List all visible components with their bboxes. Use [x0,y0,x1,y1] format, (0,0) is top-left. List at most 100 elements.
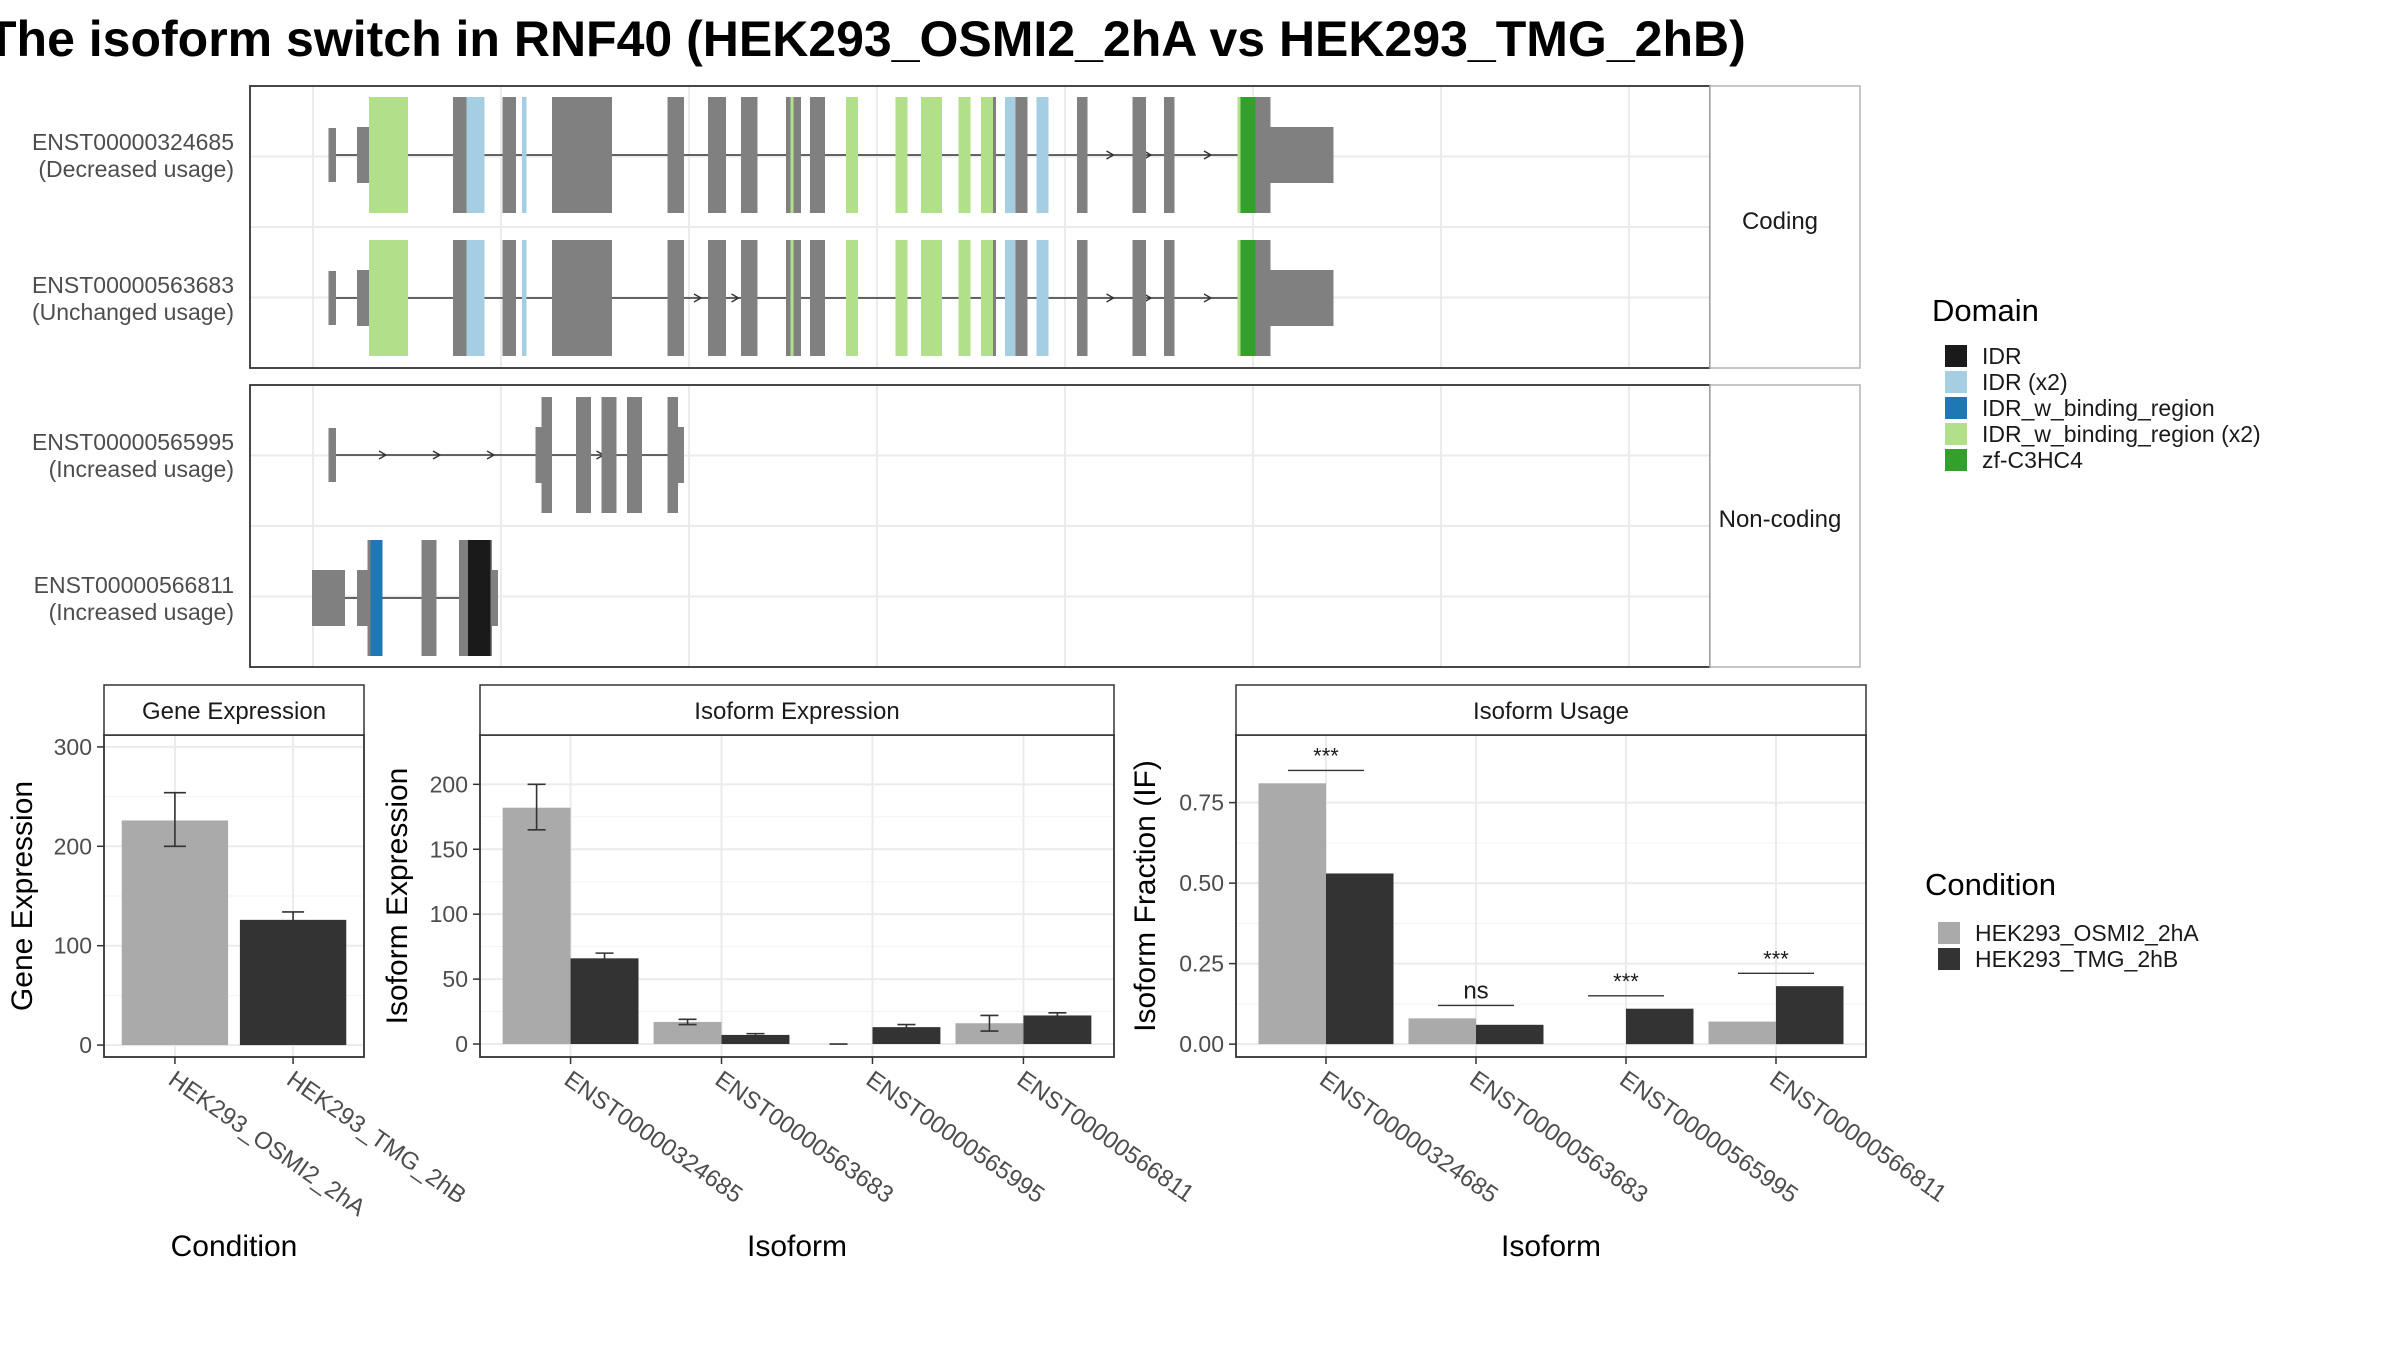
y-tick-label: 50 [442,966,468,992]
bar [955,1023,1024,1045]
domain-idr-x2- [522,97,527,213]
panel-strip [479,684,1115,736]
exon [667,397,678,513]
panel-strip [1235,684,1867,736]
exon [1270,127,1334,183]
exon [421,540,437,656]
domain-idr-w-binding-region-x2- [981,97,993,213]
exon [1132,97,1146,213]
domain-zf-c3hc4 [1240,97,1256,213]
strand-arrow [1203,293,1213,303]
transcript-status-label: (Decreased usage) [38,156,234,182]
domain-legend-label: IDR (x2) [1982,369,2068,395]
coding-strip [1709,85,1861,369]
exon [810,240,825,356]
y-tick-label: 100 [430,901,468,927]
domain-idr-x2- [1036,97,1049,213]
strand-arrow [1106,293,1115,303]
y-tick-label: 0 [79,1032,92,1058]
domain-legend-key [1945,423,1967,445]
exon [708,240,726,356]
domain-idr-w-binding-region-x2- [1237,97,1241,213]
strand-arrow [1143,150,1153,160]
exon [502,97,516,213]
noncoding-strip-label: Non-coding [1719,506,1842,533]
y-tick-label: 0.75 [1179,790,1224,816]
exon [552,240,612,356]
domain-idr-w-binding-region-x2- [790,97,794,213]
transcript-status-label: (Increased usage) [49,599,234,625]
bar [1326,873,1394,1045]
strand-arrow [693,293,703,303]
domain-idr-w-binding-region-x2- [1237,240,1241,356]
exon [328,428,336,482]
y-tick-label: 0 [455,1031,468,1057]
exon [810,97,825,213]
exon [357,127,369,183]
domain-idr-w-binding-region-x2- [790,240,794,356]
transcript-id-label: ENST00000563683 [32,272,234,298]
exon [328,271,336,325]
y-tick-label: 150 [430,836,468,862]
exon [357,270,369,326]
y-tick-label: 200 [430,771,468,797]
error-bar [527,783,546,831]
bar [121,820,229,1046]
exon [741,97,758,213]
transcript-ENST00000563683 [328,240,1334,356]
bar [1476,1024,1544,1045]
exon [1077,240,1088,356]
condition-legend-key [1938,922,1960,944]
error-bar [746,1032,765,1038]
exon [1270,270,1334,326]
exon [357,570,368,626]
domain-legend-key [1945,371,1967,393]
isoform-usage-chart: *** ns *** *** Isoform Usage 0.00 0.25 0.50 0.75… [1129,684,1951,1263]
significance-label: *** [1613,969,1639,994]
bar [1776,986,1844,1045]
y-axis-title: Gene Expression [6,781,39,1011]
transcript-id-label: ENST00000566811 [34,572,234,598]
error-bar [163,791,186,848]
domain-idr-x2- [1005,240,1016,356]
x-axis-title: Isoform [747,1230,847,1263]
y-tick-label: 300 [54,734,92,760]
transcript-status-label: (Unchanged usage) [32,299,234,325]
domain-idr-w-binding-region-x2- [846,240,858,356]
transcript-ENST00000565995 [328,397,684,513]
significance-label: *** [1763,946,1789,971]
domain-zf-c3hc4 [1240,240,1256,356]
strand-arrow [378,450,388,460]
bar [721,1034,790,1045]
bar [1626,1008,1694,1045]
domain-idr-w-binding-region-x2- [846,97,858,213]
strand-arrow [731,293,740,303]
exon [492,570,498,626]
exon [535,427,542,483]
transcript-id-label: ENST00000565995 [32,429,234,455]
bar [1408,1018,1476,1045]
panel-title: Isoform Expression [694,698,899,725]
bar [1023,1015,1092,1045]
transcript-ENST00000566811 [312,540,498,656]
transcript-structure-panel: ENST00000324685(Decreased usage) ENST0000… [32,85,1861,668]
strand-arrow [432,450,442,460]
exon [552,97,612,213]
domain-legend-title: Domain [1932,293,2039,328]
exon [601,397,617,513]
domain-idr-w-binding-region [370,540,383,656]
domain-idr-w-binding-region-x2- [921,240,942,356]
panel-title: Gene Expression [142,698,326,725]
domain-idr-x2- [522,240,527,356]
x-axis-title: Condition [171,1230,298,1263]
error-bar [1048,1012,1067,1019]
domain-idr-w-binding-region-x2- [921,97,942,213]
error-bar [980,1014,999,1032]
coding-strip-label: Coding [1742,208,1818,235]
bar [1708,1021,1776,1045]
exon [627,397,642,513]
exon [1077,97,1088,213]
y-tick-label: 100 [54,933,92,959]
exon [1132,240,1146,356]
